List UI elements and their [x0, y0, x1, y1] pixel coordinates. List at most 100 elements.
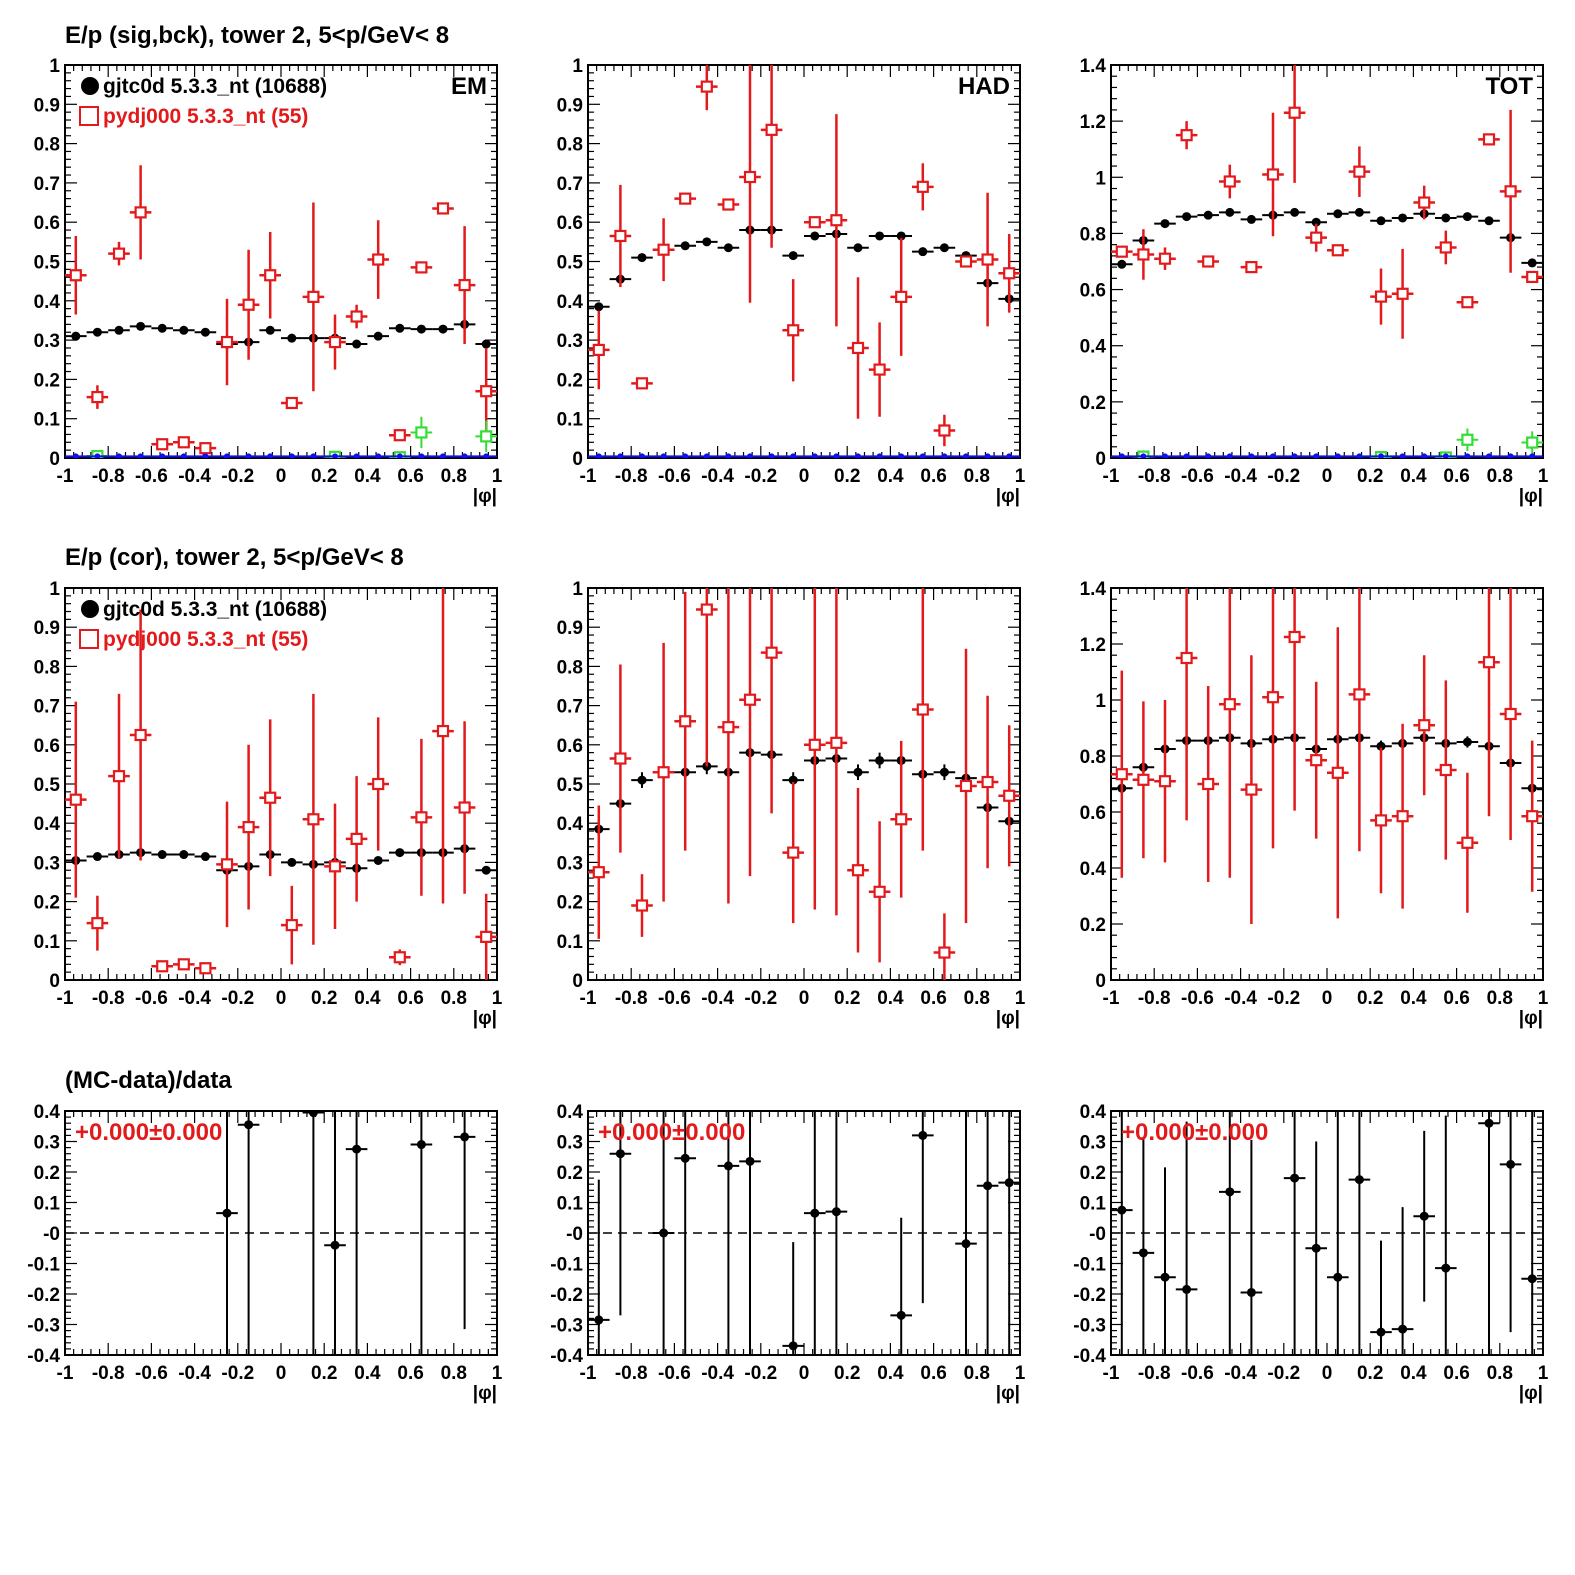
x-tick-label: 0.6: [920, 466, 946, 487]
x-tick-label: -0.6: [658, 1363, 691, 1384]
fit-result-text: +0.000±0.000: [598, 1119, 745, 1146]
open-square-marker: [458, 278, 471, 292]
filled-circle-marker: [1246, 1287, 1256, 1297]
data-point: [631, 253, 653, 263]
blue-point: [332, 453, 338, 458]
y-tick-label: 0.1: [557, 410, 584, 431]
blue-point: [94, 453, 101, 458]
mc-point: [1283, 588, 1306, 811]
open-square-marker: [1137, 248, 1150, 261]
series-mc: [65, 588, 497, 980]
blue-point: [876, 453, 883, 458]
series-mc: [588, 588, 1020, 980]
series-blue: [1111, 453, 1543, 458]
series-ratio: [216, 1111, 476, 1355]
x-tick-label: 0.4: [1400, 1363, 1427, 1384]
ratio-point: [410, 1111, 433, 1355]
y-tick-label: 1.2: [1080, 635, 1106, 656]
mc-point: [674, 591, 696, 851]
legend-mc-label: pydj000 5.3.3_nt (55): [103, 628, 308, 651]
filled-circle-marker: [352, 339, 362, 349]
blue-point: [1442, 453, 1449, 458]
filled-circle-marker: [1506, 1159, 1516, 1169]
open-square-marker: [350, 310, 363, 323]
filled-circle-marker: [1117, 1205, 1127, 1215]
data-point: [1370, 216, 1392, 226]
blue-point: [963, 453, 969, 458]
y-tick-label: 0.5: [34, 253, 61, 274]
filled-circle-marker: [114, 325, 124, 335]
ratio-point: [1391, 1207, 1414, 1355]
open-square-marker: [1353, 165, 1366, 178]
ratio-point: [825, 1111, 848, 1355]
filled-circle-marker: [659, 1228, 669, 1238]
y-tick-label: 0.2: [557, 1163, 583, 1184]
open-square-marker: [1526, 270, 1539, 284]
y-tick-label: 0.2: [1080, 393, 1106, 414]
data-point: [281, 333, 303, 343]
y-tick-label: -0.2: [27, 1285, 60, 1306]
y-tick-label: 0.7: [557, 697, 583, 718]
filled-circle-marker: [939, 243, 949, 253]
x-tick-label: 0: [1322, 466, 1333, 487]
x-tick-label: 0.6: [1443, 466, 1469, 487]
open-square-marker: [1266, 168, 1280, 181]
ratio-point: [1132, 1136, 1155, 1355]
ratio-point: [717, 1111, 740, 1355]
mc-point: [1435, 680, 1457, 860]
ratio-point: [652, 1111, 675, 1355]
x-tick-label: 0.2: [1357, 988, 1383, 1009]
x-tick-label: 1: [1538, 988, 1549, 1009]
open-square-marker: [220, 335, 234, 349]
y-tick-label: 0.6: [1080, 803, 1106, 824]
data-layer: [65, 588, 497, 980]
mc-point: [1521, 740, 1543, 892]
y-tick-label: 1: [572, 56, 583, 77]
filled-circle-marker: [330, 1240, 340, 1250]
y-tick-label: 0.8: [34, 135, 60, 156]
data-point: [1111, 259, 1133, 269]
open-square-marker: [1374, 814, 1388, 827]
filled-circle-marker: [71, 331, 81, 341]
data-point: [1456, 736, 1479, 748]
x-tick-label: -0.6: [135, 988, 168, 1009]
blue-point: [1006, 453, 1013, 458]
filled-circle-marker: [1311, 217, 1321, 227]
open-square-marker: [415, 426, 428, 439]
filled-circle-marker: [265, 325, 275, 335]
open-square-marker: [981, 775, 994, 789]
open-square-marker: [1310, 231, 1323, 244]
y-tick-label: 0.6: [34, 736, 60, 757]
y-tick-label: 1.4: [1080, 579, 1107, 600]
mc-point: [782, 279, 804, 382]
x-tick-label: 1: [492, 466, 503, 487]
data-point: [1435, 213, 1457, 223]
data-point: [1348, 207, 1371, 217]
x-tick-label: -0.8: [1138, 988, 1171, 1009]
mc-point: [432, 202, 454, 215]
mc-point: [1305, 223, 1327, 252]
y-tick-label: 0.4: [34, 814, 61, 835]
x-tick-label: 0.6: [397, 1363, 423, 1384]
blue-point: [984, 453, 991, 458]
mc-point: [151, 960, 173, 973]
mc-point: [65, 701, 87, 898]
x-tick-label: -0.8: [615, 466, 648, 487]
y-tick-label: 0.5: [557, 775, 584, 796]
blue-point: [72, 453, 79, 458]
mc-point: [588, 310, 610, 390]
mc-point: [1348, 146, 1371, 197]
data-point: [847, 764, 869, 781]
filled-circle-marker: [1311, 1243, 1321, 1253]
y-tick-label: 0.2: [1080, 1163, 1106, 1184]
y-axis-ticks: [1111, 64, 1543, 459]
open-square-marker: [112, 770, 126, 783]
data-point: [410, 324, 433, 334]
legend: gjtc0d 5.3.3_nt (10688) pydj000 5.3.3_nt …: [79, 598, 327, 651]
x-tick-label: -1: [57, 988, 74, 1009]
y-tick-label: 1: [572, 579, 583, 600]
x-tick-label: -0.8: [1138, 466, 1171, 487]
blue-point: [811, 453, 818, 458]
filled-circle-marker: [1484, 216, 1494, 226]
ratio-point: [1305, 1141, 1327, 1355]
